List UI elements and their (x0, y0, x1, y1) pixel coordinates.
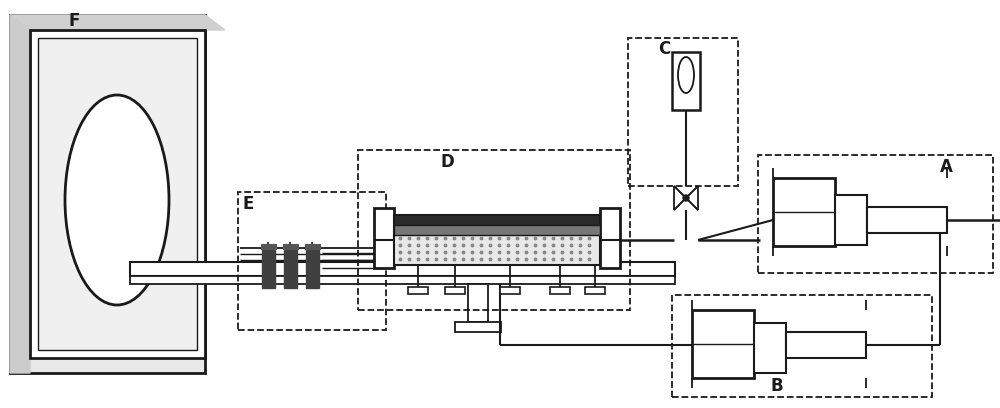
Bar (374, 208, 394, 268)
Bar (628, 38, 738, 186)
Bar (773, 178, 835, 246)
Bar (692, 310, 754, 378)
Text: D: D (440, 153, 454, 171)
Text: C: C (658, 40, 670, 58)
Polygon shape (674, 186, 686, 210)
Text: B: B (770, 377, 783, 395)
Bar (455, 322, 501, 332)
Bar (30, 30, 205, 358)
Bar (754, 323, 786, 373)
Bar (672, 295, 932, 397)
Bar (261, 244, 276, 249)
Polygon shape (10, 15, 225, 30)
Bar (394, 215, 600, 243)
Ellipse shape (678, 57, 694, 93)
Bar (585, 287, 605, 294)
Bar (262, 250, 275, 288)
Bar (550, 287, 570, 294)
Text: E: E (242, 195, 253, 213)
Bar (468, 284, 488, 322)
Ellipse shape (65, 95, 169, 305)
Bar (672, 52, 700, 110)
Text: F: F (68, 12, 79, 30)
Bar (445, 287, 465, 294)
Bar (408, 287, 428, 294)
Bar (867, 207, 947, 233)
Polygon shape (686, 186, 698, 210)
Bar (835, 195, 867, 245)
Bar (10, 15, 205, 373)
Polygon shape (10, 15, 30, 373)
Bar (284, 250, 297, 288)
Bar (283, 244, 298, 249)
Bar (786, 332, 866, 358)
Bar (306, 250, 319, 288)
Text: A: A (940, 158, 953, 176)
Bar (358, 150, 630, 310)
Bar (394, 235, 600, 265)
Bar (305, 244, 320, 249)
Bar (130, 262, 675, 276)
Bar (758, 155, 993, 273)
Bar (500, 287, 520, 294)
Bar (130, 276, 675, 284)
Ellipse shape (683, 195, 689, 201)
Bar (38, 38, 197, 350)
Bar (600, 208, 620, 268)
Bar (238, 192, 386, 330)
Bar (394, 225, 600, 235)
